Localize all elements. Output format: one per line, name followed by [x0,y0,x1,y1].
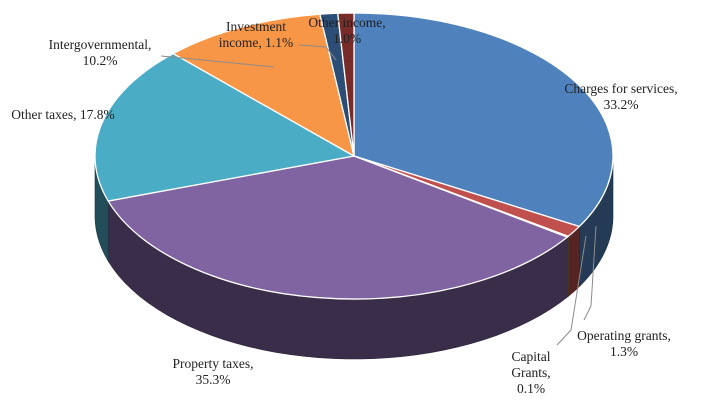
pie-slice-other-taxes [94,52,355,202]
data-labels: Charges for services, 33.2% Operating gran… [11,15,677,396]
pie-slice-intergovernmental [172,13,355,157]
data-label-intergovernmental: Intergovernmental, 10.2% [49,37,152,68]
data-label-other-income: Other income, 1.0% [308,15,385,46]
pie-slice-property-taxes [107,155,568,300]
leader-line-intergovernmental [160,55,275,68]
leader-lines [160,44,597,346]
pie-side-walls [94,155,614,360]
data-label-property-taxes: Property taxes, 35.3% [173,356,254,387]
data-label-charges-for-services: Charges for services, 33.2% [564,81,677,112]
leader-line-operating-grants [583,225,597,321]
pie-slice-charges-for-services [353,12,614,228]
data-label-operating-grants: Operating grants, 1.3% [577,328,671,359]
leader-line-capital-grants [556,235,587,346]
pie-slice-other-income [337,12,355,157]
data-label-capital-grants: Capital Grants, 0.1% [511,349,550,396]
data-label-investment-income: Investment income, 1.1% [219,19,294,50]
leader-line-investment-income [298,44,337,61]
pie-top-faces [94,12,614,300]
data-label-other-taxes: Other taxes, 17.8% [11,107,114,122]
